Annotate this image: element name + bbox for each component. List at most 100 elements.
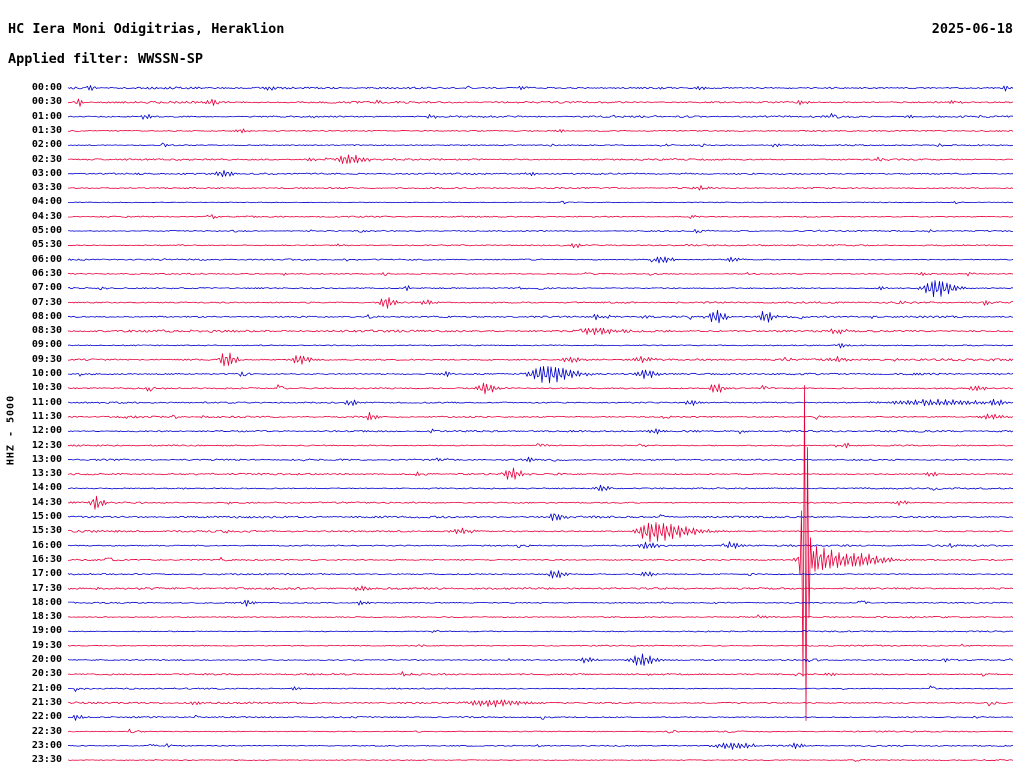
trace-16:30 [67, 385, 1014, 721]
time-label: 02:30 [31, 153, 62, 165]
time-label: 13:00 [31, 453, 62, 465]
time-label: 05:30 [31, 239, 62, 251]
time-label: 16:30 [31, 553, 62, 565]
time-label: 13:30 [31, 468, 62, 480]
time-label: 06:30 [31, 267, 62, 279]
trace-11:00 [67, 398, 1014, 407]
time-label: 20:00 [31, 654, 62, 665]
trace-17:30 [67, 585, 1014, 592]
trace-04:00 [67, 200, 1014, 205]
time-label: 00:00 [31, 82, 62, 93]
trace-00:00 [67, 85, 1014, 92]
trace-08:30 [67, 327, 1014, 336]
trace-15:30 [67, 522, 1014, 543]
trace-05:30 [67, 243, 1014, 249]
trace-01:00 [67, 113, 1014, 120]
time-label: 08:00 [31, 310, 62, 322]
trace-19:30 [67, 643, 1014, 648]
time-label: 14:00 [31, 482, 62, 494]
trace-16:00 [67, 541, 1014, 550]
time-label: 03:00 [31, 167, 62, 179]
trace-20:00 [67, 653, 1014, 666]
trace-09:30 [67, 352, 1014, 367]
time-label: 01:30 [31, 124, 62, 136]
trace-15:00 [67, 513, 1014, 521]
time-label: 17:30 [31, 582, 62, 594]
station-title: HC Iera Moni Odigitrias, Heraklion [8, 21, 285, 37]
time-label: 04:30 [31, 210, 62, 222]
trace-21:00 [67, 685, 1014, 692]
trace-01:30 [67, 128, 1014, 134]
time-label: 10:30 [31, 382, 62, 394]
trace-10:30 [67, 382, 1014, 395]
trace-02:30 [67, 154, 1014, 165]
time-label: 17:00 [31, 568, 62, 580]
trace-03:00 [67, 169, 1014, 178]
trace-02:00 [67, 142, 1014, 148]
time-label: 02:00 [31, 139, 62, 151]
time-label: 20:30 [31, 668, 62, 680]
trace-10:00 [67, 365, 1014, 384]
trace-21:30 [67, 699, 1014, 708]
trace-11:30 [67, 411, 1014, 421]
trace-03:30 [67, 185, 1014, 191]
time-label: 07:30 [31, 296, 62, 308]
time-label: 21:30 [31, 696, 62, 708]
trace-23:30 [67, 758, 1014, 762]
filter-label: Applied filter: WWSSN-SP [8, 51, 204, 67]
trace-14:30 [67, 495, 1014, 510]
trace-07:30 [67, 297, 1014, 309]
time-label: 12:00 [31, 425, 62, 437]
trace-07:00 [67, 280, 1014, 298]
trace-12:30 [67, 442, 1014, 449]
time-label: 19:30 [31, 639, 62, 651]
trace-18:00 [68, 599, 1014, 607]
time-label: 07:00 [31, 282, 62, 294]
trace-06:30 [67, 271, 1014, 277]
time-label: 15:30 [31, 525, 62, 537]
time-label: 11:30 [31, 410, 62, 422]
time-label: 22:00 [31, 711, 62, 723]
time-label: 19:00 [31, 625, 62, 637]
time-label: 06:00 [31, 253, 62, 265]
time-label: 23:00 [31, 739, 62, 751]
trace-22:00 [67, 714, 1014, 721]
trace-20:30 [67, 671, 1014, 677]
trace-19:00 [67, 630, 1014, 633]
trace-14:00 [67, 484, 1014, 492]
time-label: 14:30 [31, 496, 62, 508]
trace-23:00 [67, 742, 1014, 750]
time-label: 23:30 [31, 754, 62, 766]
trace-06:00 [67, 256, 1014, 264]
trace-18:30 [67, 614, 1014, 619]
trace-09:00 [67, 343, 1014, 349]
time-label: 18:00 [31, 596, 62, 608]
trace-05:00 [67, 228, 1014, 234]
time-label: 00:30 [31, 96, 62, 108]
time-label: 16:00 [31, 539, 62, 551]
time-label: 04:00 [31, 196, 62, 208]
time-label: 09:30 [31, 353, 62, 365]
time-label: 18:30 [31, 611, 62, 623]
trace-04:30 [67, 214, 1014, 220]
time-label: 08:30 [31, 325, 62, 337]
trace-13:30 [67, 467, 1014, 480]
trace-08:00 [67, 309, 1014, 324]
trace-00:30 [67, 98, 1014, 107]
trace-17:00 [67, 570, 1014, 579]
time-label: 05:00 [31, 225, 62, 236]
time-label: 12:30 [31, 439, 62, 451]
time-label: 15:00 [31, 511, 62, 522]
trace-13:00 [67, 456, 1014, 463]
time-label: 22:30 [31, 725, 62, 737]
time-label: 01:00 [31, 110, 62, 122]
trace-22:30 [67, 728, 1014, 734]
time-label: 03:30 [31, 182, 62, 194]
trace-12:00 [67, 428, 1014, 435]
time-label: 21:00 [31, 682, 62, 694]
date-label: 2025-06-18 [931, 21, 1013, 37]
time-label: 10:00 [31, 368, 62, 379]
time-label: 11:00 [31, 396, 62, 408]
time-label: 09:00 [31, 339, 62, 351]
